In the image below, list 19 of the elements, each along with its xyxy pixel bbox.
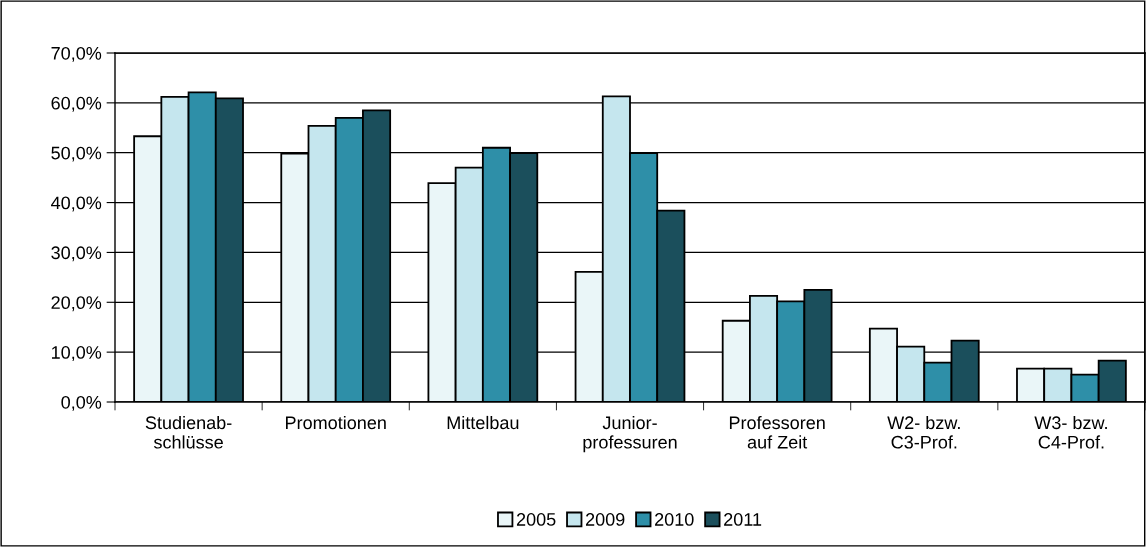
legend-label: 2011 (724, 513, 762, 526)
x-tick-label: Mittelbau (447, 415, 519, 430)
y-tick-label: 20,0% (51, 296, 102, 312)
y-tick-label: 70,0% (51, 46, 102, 62)
x-tick-label: W2- bzw. C3-Prof. (887, 415, 960, 449)
y-tick-label: 10,0% (51, 346, 102, 361)
legend-label: 2009 (586, 513, 625, 526)
x-tick-label: Professoren auf Zeit (729, 415, 825, 449)
x-tick-label: W3- bzw. C4-Prof. (1034, 415, 1107, 449)
legend-label: 2010 (655, 513, 694, 526)
x-tick-label: Promotionen (286, 415, 386, 430)
y-tick-label: 60,0% (51, 96, 102, 112)
x-tick-label: Junior- professuren (583, 415, 677, 453)
y-tick-label: 30,0% (51, 246, 102, 262)
y-tick-label: 40,0% (51, 196, 102, 212)
y-tick-label: 0,0% (61, 395, 102, 411)
x-tick-label: Studienab- schlüsse (145, 415, 232, 449)
legend-label: 2005 (516, 513, 556, 526)
y-tick-label: 50,0% (51, 146, 102, 162)
